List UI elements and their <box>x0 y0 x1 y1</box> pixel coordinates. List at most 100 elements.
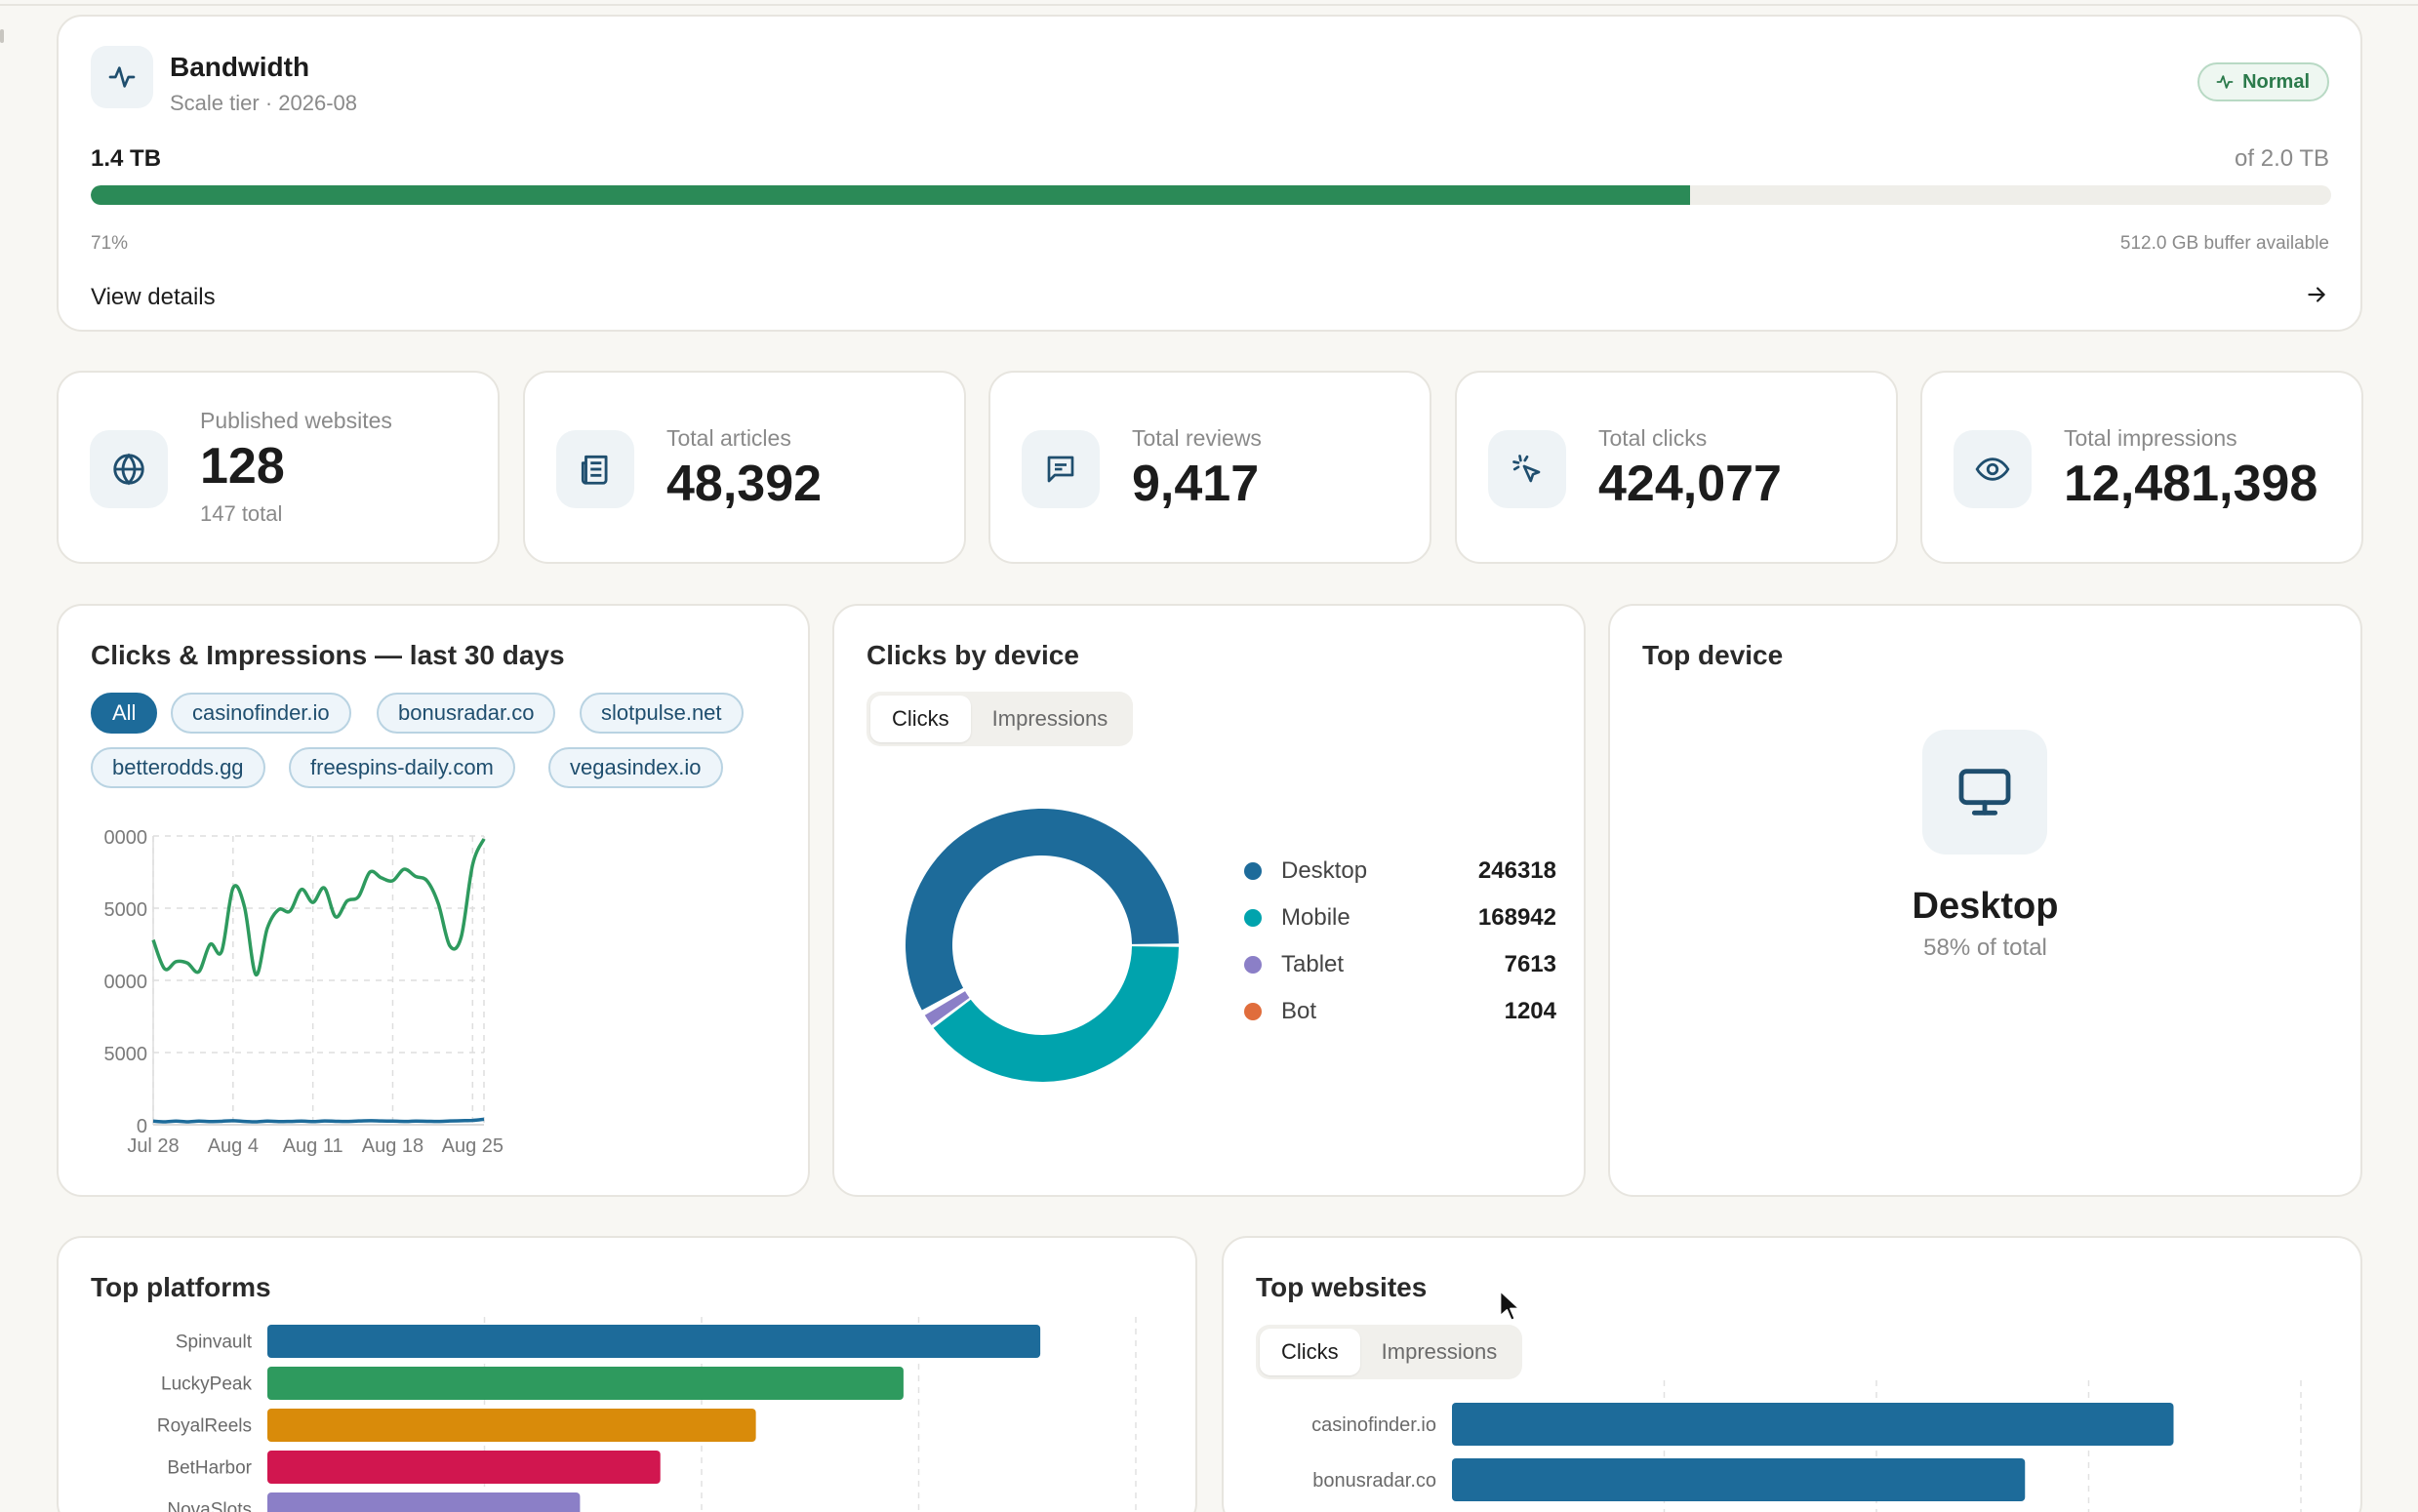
legend-label: Mobile <box>1281 904 1350 931</box>
stat-value: 48,392 <box>666 456 823 512</box>
legend-dot <box>1244 909 1262 927</box>
left-edge-mark <box>0 29 4 43</box>
bar-label: NovaSlots <box>167 1500 252 1512</box>
card-title: Clicks by device <box>866 640 1079 670</box>
filter-chip-bonusradar[interactable]: bonusradar.co <box>377 693 556 734</box>
stat-card-total-articles: Total articles 48,392 <box>523 371 966 564</box>
legend-label: Bot <box>1281 998 1317 1024</box>
filter-chip-casinofinder[interactable]: casinofinder.io <box>171 693 351 734</box>
bar-novaslots <box>267 1492 581 1512</box>
bandwidth-card: Bandwidth Scale tier · 2026-08 Normal 1.… <box>57 15 2362 332</box>
bar-spinvault <box>267 1325 1041 1358</box>
tab-impressions[interactable]: Impressions <box>1381 1339 1498 1364</box>
activity-icon <box>91 46 153 108</box>
arrow-right-icon[interactable] <box>2304 282 2329 312</box>
websites-metric-toggle: Clicks Impressions <box>1256 1325 1523 1379</box>
y-tick-label: 0 <box>137 1116 147 1137</box>
stat-label: Total clicks <box>1598 425 1708 451</box>
bar-betharbor <box>267 1451 661 1484</box>
legend-value: 1204 <box>1504 998 1556 1024</box>
bar-label: LuckyPeak <box>161 1374 252 1395</box>
x-tick-label: Aug 25 <box>442 1135 504 1157</box>
websites-bar-chart: casinofinder.io bonusradar.co <box>1311 1380 2302 1512</box>
bar-luckypeak <box>267 1367 904 1400</box>
legend-item: Tablet 7613 <box>1244 948 1556 981</box>
y-tick-label: 5000 <box>104 1044 148 1065</box>
bandwidth-percent: 71% <box>91 233 129 254</box>
platforms-bar-chart: Spinvault LuckyPeak RoyalReels BetHarbor Nov… <box>157 1317 1137 1512</box>
bar-casinofinder-io <box>1452 1403 2174 1446</box>
filter-chip-freespins[interactable]: freespins-daily.com <box>289 747 515 788</box>
stat-label: Published websites <box>200 408 392 433</box>
legend-value: 7613 <box>1504 951 1556 977</box>
stat-label: Total impressions <box>2064 425 2237 451</box>
donut-slice-desktop <box>906 809 1179 1011</box>
stat-card-total-impressions: Total impressions 12,481,398 <box>1920 371 2363 564</box>
bandwidth-title: Bandwidth <box>170 52 310 82</box>
x-tick-label: Aug 18 <box>362 1135 423 1157</box>
device-metric-toggle: Clicks Impressions <box>866 692 1134 746</box>
bar-royalreels <box>267 1409 756 1442</box>
eye-icon <box>1954 430 2032 508</box>
y-tick-label: 5000 <box>104 899 148 921</box>
line-chart: 0 5000 0000 5000 0000 Jul 28 Aug 4 Aug 11 Aug 18… <box>104 827 504 1157</box>
bandwidth-used: 1.4 TB <box>91 145 162 172</box>
status-badge: Normal <box>2197 62 2329 101</box>
legend-dot <box>1244 1003 1262 1020</box>
bar-bonusradar-co <box>1452 1458 2026 1501</box>
legend-item: Desktop 246318 <box>1244 855 1556 888</box>
y-tick-label: 0000 <box>104 972 148 993</box>
legend-label: Desktop <box>1281 857 1368 884</box>
series-line-1 <box>152 1117 485 1124</box>
x-tick-label: Aug 4 <box>208 1135 259 1157</box>
message-icon <box>1022 430 1100 508</box>
legend-dot <box>1244 862 1262 880</box>
bandwidth-progress-fill <box>91 185 1691 205</box>
stat-value: 12,481,398 <box>2064 456 2318 512</box>
filter-chip-all[interactable]: All <box>91 693 158 734</box>
stat-label: Total articles <box>666 425 791 451</box>
globe-icon <box>90 430 168 508</box>
filter-chip-betterodds[interactable]: betterodds.gg <box>91 747 265 788</box>
view-details-link[interactable]: View details <box>91 284 216 310</box>
stat-value: 9,417 <box>1132 456 1260 512</box>
filter-chip-vegasindex[interactable]: vegasindex.io <box>548 747 723 788</box>
card-title: Top websites <box>1256 1272 1428 1302</box>
bandwidth-buffer: 512.0 GB buffer available <box>2119 233 2329 254</box>
bandwidth-progress-bar <box>91 185 2331 205</box>
y-tick-label: 0000 <box>104 827 148 849</box>
legend-value: 246318 <box>1477 857 1556 884</box>
stat-card-total-clicks: Total clicks 424,077 <box>1455 371 1898 564</box>
legend-dot <box>1244 956 1262 974</box>
bar-label: bonusradar.co <box>1312 1470 1436 1492</box>
tab-clicks[interactable]: Clicks <box>1260 1329 1360 1375</box>
stat-note: 147 total <box>200 501 283 526</box>
top-device-share: 58% of total <box>1923 935 2047 961</box>
stat-value: 128 <box>200 438 285 495</box>
bandwidth-subtitle: Scale tier · 2026-08 <box>170 91 357 115</box>
mouse-cursor <box>1499 1290 1522 1330</box>
newspaper-icon <box>556 430 634 508</box>
stat-card-published-websites: Published websites 128 147 total <box>57 371 500 564</box>
legend-item: Mobile 168942 <box>1244 901 1556 935</box>
donut-chart <box>906 809 1179 1082</box>
stat-label: Total reviews <box>1132 425 1262 451</box>
bar-label: Spinvault <box>176 1333 253 1353</box>
tab-clicks[interactable]: Clicks <box>870 696 971 742</box>
tab-impressions[interactable]: Impressions <box>991 706 1108 731</box>
clicks-impressions-card: Clicks & Impressions — last 30 days All … <box>57 604 810 1197</box>
series-line-0 <box>151 838 486 976</box>
top-device-card: Top device Desktop 58% of total <box>1608 604 2362 1197</box>
bar-label: RoyalReels <box>157 1416 252 1437</box>
top-websites-card: Top websites Clicks Impressions casinofi… <box>1222 1236 2362 1512</box>
stat-value: 424,077 <box>1598 456 1782 512</box>
legend-value: 168942 <box>1477 904 1556 931</box>
bar-label: BetHarbor <box>167 1458 252 1479</box>
top-device-name: Desktop <box>1912 886 2059 927</box>
top-divider <box>0 0 2418 6</box>
filter-chip-slotpulse[interactable]: slotpulse.net <box>580 693 744 734</box>
clicks-by-device-card: Clicks by device Clicks Impressions Desk… <box>832 604 1586 1197</box>
bar-label: casinofinder.io <box>1311 1414 1436 1436</box>
top-platforms-card: Top platforms Spinvault LuckyPeak RoyalRee… <box>57 1236 1197 1512</box>
bandwidth-total: of 2.0 TB <box>2235 145 2329 172</box>
